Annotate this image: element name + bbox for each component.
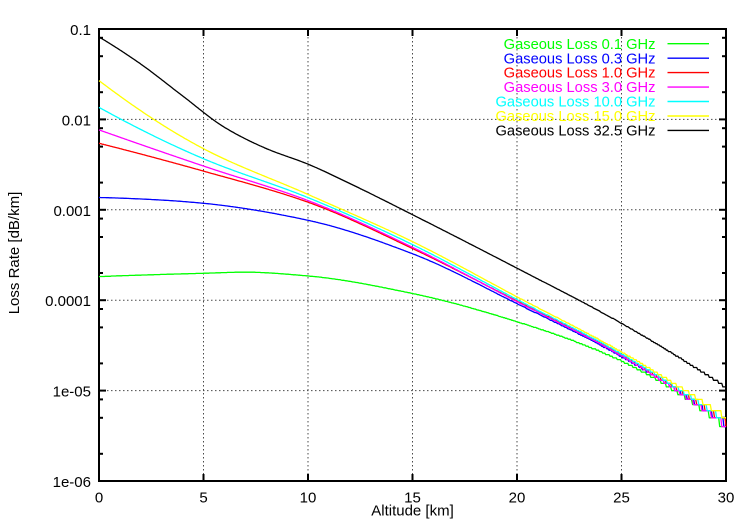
svg-text:30: 30 — [718, 490, 735, 507]
svg-text:Loss Rate [dB/km]: Loss Rate [dB/km] — [6, 192, 23, 315]
svg-text:25: 25 — [613, 490, 630, 507]
svg-text:Gaseous Loss 1.0 GHz: Gaseous Loss 1.0 GHz — [504, 66, 656, 82]
svg-text:Gaseous Loss 3.0 GHz: Gaseous Loss 3.0 GHz — [504, 80, 656, 96]
svg-text:Gaseous Loss 0.1 GHz: Gaseous Loss 0.1 GHz — [504, 37, 656, 53]
svg-text:0.001: 0.001 — [53, 203, 91, 220]
svg-text:1e-05: 1e-05 — [53, 384, 91, 401]
svg-text:Gaseous Loss 0.3 GHz: Gaseous Loss 0.3 GHz — [504, 51, 656, 67]
svg-text:0.01: 0.01 — [62, 112, 91, 129]
svg-text:5: 5 — [199, 490, 207, 507]
svg-text:10: 10 — [300, 490, 317, 507]
svg-text:0.0001: 0.0001 — [45, 293, 91, 310]
svg-text:Gaseous Loss 15.0 GHz: Gaseous Loss 15.0 GHz — [495, 109, 655, 125]
svg-text:15: 15 — [404, 490, 421, 507]
svg-text:Gaseous Loss 32.5 GHz: Gaseous Loss 32.5 GHz — [495, 124, 655, 140]
svg-text:Gaseous Loss 10.0 GHz: Gaseous Loss 10.0 GHz — [495, 95, 655, 111]
svg-text:0.1: 0.1 — [70, 22, 91, 39]
svg-text:Altitude [km]: Altitude [km] — [371, 503, 454, 520]
svg-text:1e-06: 1e-06 — [53, 474, 91, 491]
svg-text:20: 20 — [509, 490, 526, 507]
svg-text:0: 0 — [95, 490, 103, 507]
